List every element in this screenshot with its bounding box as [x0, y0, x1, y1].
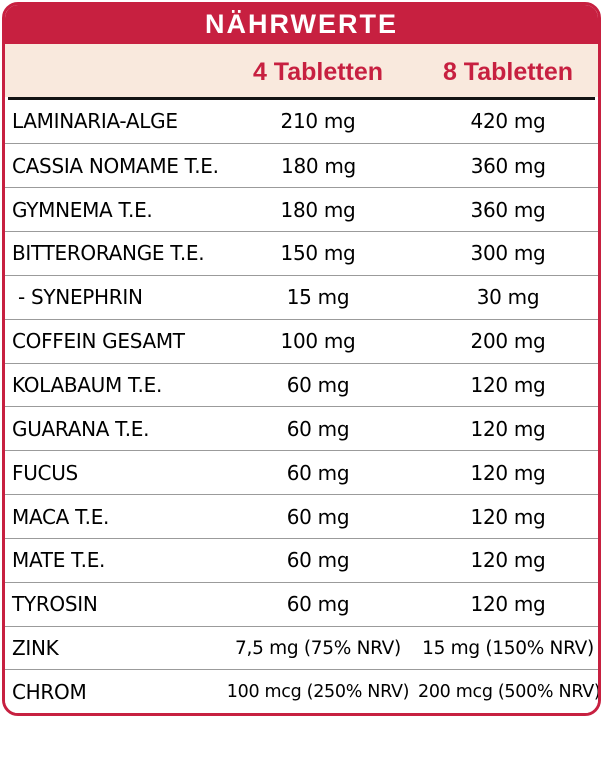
- table-body: LAMINARIA-ALGE 210 mg 420 mg CASSIA NOMAME …: [5, 99, 598, 714]
- table-row: FUCUS 60 mg 120 mg: [5, 450, 598, 494]
- value-8-tabletten: 420 mg: [470, 109, 546, 134]
- value-4-tabletten: 60 mg: [286, 504, 350, 529]
- nutrient-name: GYMNEMA T.E.: [12, 197, 153, 222]
- table-row: GUARANA T.E. 60 mg 120 mg: [5, 406, 598, 450]
- column-header-8-tabletten: 8 Tabletten: [442, 57, 574, 86]
- value-8-tabletten: 120 mg: [470, 592, 546, 617]
- table-row: MACA T.E. 60 mg 120 mg: [5, 494, 598, 538]
- nutrient-name: TYROSIN: [12, 592, 98, 617]
- nutrient-name: FUCUS: [12, 460, 78, 485]
- title-band: NÄHRWERTE: [5, 5, 598, 44]
- value-4-tabletten: 100 mcg (250% NRV): [226, 681, 410, 702]
- value-8-tabletten: 360 mg: [470, 197, 546, 222]
- nutrient-name: ZINK: [12, 636, 59, 661]
- value-4-tabletten: 60 mg: [286, 592, 350, 617]
- table-row: BITTERORANGE T.E. 150 mg 300 mg: [5, 231, 598, 275]
- value-8-tabletten: 120 mg: [470, 504, 546, 529]
- nutrient-name: BITTERORANGE T.E.: [12, 241, 205, 266]
- table-row: KOLABAUM T.E. 60 mg 120 mg: [5, 362, 598, 407]
- value-4-tabletten: 7,5 mg (75% NRV): [235, 637, 401, 659]
- value-4-tabletten: 100 mg: [280, 329, 356, 354]
- nutrition-facts-card: NÄHRWERTE 4 Tabletten 8 Tabletten LAMINA…: [2, 2, 601, 717]
- value-8-tabletten: 15 mg (150% NRV): [422, 637, 594, 659]
- header-divider: [8, 97, 595, 100]
- value-4-tabletten: 210 mg: [280, 109, 356, 134]
- value-8-tabletten: 120 mg: [470, 460, 546, 485]
- table-row: GYMNEMA T.E. 180 mg 360 mg: [5, 187, 598, 231]
- nutrient-name: MACA T.E.: [12, 504, 110, 529]
- value-8-tabletten: 200 mg: [470, 329, 546, 354]
- table-row: LAMINARIA-ALGE 210 mg 420 mg: [5, 100, 598, 144]
- value-8-tabletten: 360 mg: [470, 153, 546, 178]
- nutrient-name: LAMINARIA-ALGE: [12, 109, 178, 134]
- table-row: - SYNEPHRIN 15 mg 30 mg: [5, 274, 598, 319]
- value-8-tabletten: 120 mg: [470, 416, 546, 441]
- nutrient-name: CASSIA NOMAME T.E.: [12, 153, 219, 178]
- value-8-tabletten: 300 mg: [470, 241, 546, 266]
- value-4-tabletten: 60 mg: [286, 372, 350, 397]
- column-header-row: 4 Tabletten 8 Tabletten: [5, 44, 598, 97]
- nutrient-name: KOLABAUM T.E.: [12, 372, 162, 397]
- table-title: NÄHRWERTE: [205, 9, 398, 39]
- nutrient-name: - SYNEPHRIN: [18, 285, 143, 310]
- table-row: ZINK 7,5 mg (75% NRV) 15 mg (150% NRV): [5, 625, 598, 670]
- value-4-tabletten: 15 mg: [286, 285, 350, 310]
- table-row: CHROM 100 mcg (250% NRV) 200 mcg (500% NRV…: [5, 669, 598, 713]
- table-row: CASSIA NOMAME T.E. 180 mg 360 mg: [5, 143, 598, 187]
- value-8-tabletten: 120 mg: [470, 548, 546, 573]
- table-row: MATE T.E. 60 mg 120 mg: [5, 537, 598, 582]
- value-4-tabletten: 180 mg: [281, 153, 356, 178]
- value-4-tabletten: 60 mg: [286, 416, 350, 441]
- nutrient-name: COFFEIN GESAMT: [12, 329, 185, 354]
- value-4-tabletten: 180 mg: [280, 197, 356, 222]
- column-header-4-tabletten: 4 Tabletten: [252, 57, 384, 86]
- value-4-tabletten: 60 mg: [286, 460, 350, 485]
- table-row: TYROSIN 60 mg 120 mg: [5, 581, 598, 626]
- nutrient-name: CHROM: [12, 679, 87, 704]
- value-8-tabletten: 200 mcg (500% NRV): [418, 681, 601, 702]
- value-4-tabletten: 150 mg: [280, 241, 356, 266]
- value-4-tabletten: 60 mg: [286, 548, 350, 573]
- value-8-tabletten: 30 mg: [476, 285, 540, 310]
- value-8-tabletten: 120 mg: [470, 372, 546, 397]
- nutrient-name: GUARANA T.E.: [12, 416, 150, 441]
- nutrient-name: MATE T.E.: [12, 548, 106, 573]
- table-row: COFFEIN GESAMT 100 mg 200 mg: [5, 318, 598, 363]
